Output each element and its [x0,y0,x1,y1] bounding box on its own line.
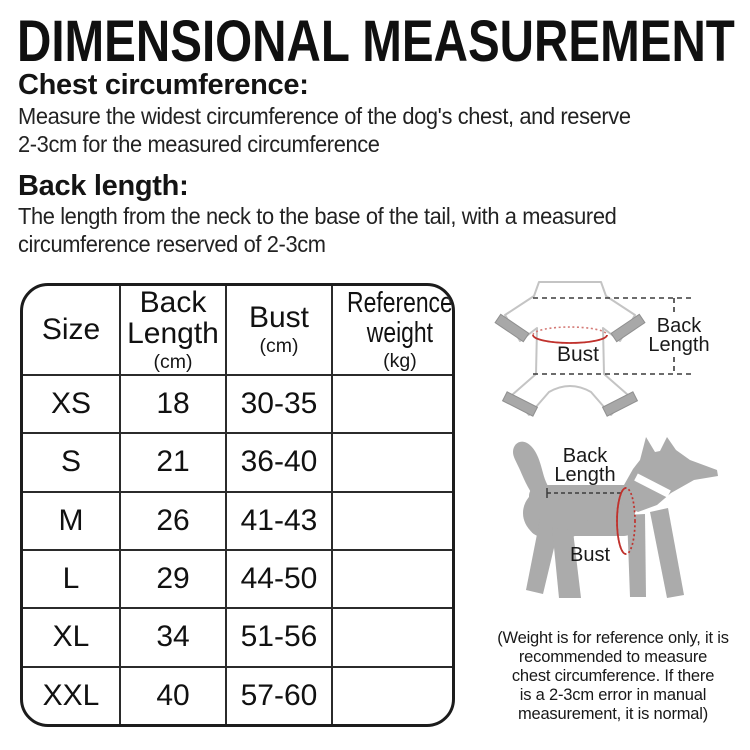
header-label-back-length: Back Length [127,285,219,350]
back-section-text-line2: circumference reserved of 2-3cm [18,231,326,257]
table-cell-weight-xs [331,374,452,433]
header-unit-reference-weight: (kg) [383,349,417,372]
weight-reference-note: (Weight is for reference only, it is rec… [470,629,750,724]
garment-cuff-rear-left [501,391,539,417]
dog-front-leg-far [627,514,646,597]
garment-cuff-rear-right [601,391,639,417]
table-cell-size-l: L [23,548,119,607]
note-line: measurement, it is normal) [517,705,709,723]
chest-section-heading: Chest circumference: [18,69,309,101]
table-cell-size-xs: XS [23,374,119,432]
table-cell-back-length-s: 21 [119,432,225,491]
measurement-diagrams: Back Length Bust Back [494,281,718,598]
note-line: is a 2-3cm error in manual [519,686,707,704]
table-cell-back-length-xxl: 40 [119,665,225,724]
table-cell-weight-l [331,548,452,608]
table-cell-bust-xl: 51-56 [225,607,331,666]
table-cell-size-xxl: XXL [23,665,119,724]
dog-rear-leg-near [552,527,581,598]
table-cell-bust-l: 44-50 [225,548,331,608]
garment-cuff-front-left [494,313,530,343]
garment-back-length-label-line2: Length [648,334,709,356]
dog-back-length-label-line2: Length [554,464,615,486]
garment-bust-ellipse-solid [532,334,608,344]
table-cell-weight-xxl [331,665,452,724]
table-cell-bust-s: 36-40 [225,432,331,491]
table-cell-bust-m: 41-43 [225,490,331,549]
table-cell-bust-xs: 30-35 [225,374,331,433]
back-section-heading: Back length: [18,170,189,202]
header-label-reference-weight: Reference weight [347,286,453,349]
garment-cuff-front-right [610,313,646,343]
dog-collar [634,473,671,498]
dog-rear-leg-far [526,519,559,594]
dog-back-length-label-line1: Back [563,445,608,467]
table-cell-back-length-l: 29 [119,548,225,608]
dog-silhouette-diagram: Back Length Bust [513,437,718,598]
table-cell-back-length-xl: 34 [119,607,225,666]
table-header-reference-weight: Reference weight (kg) [331,286,453,374]
table-cell-size-m: M [23,490,119,549]
dog-bust-ellipse-solid [616,487,627,555]
header-unit-bust: (cm) [259,335,299,358]
table-cell-weight-s [331,432,452,491]
table-cell-back-length-m: 26 [119,490,225,549]
page-title: DIMENSIONAL MEASUREMENT [17,9,735,74]
table-cell-back-length-xs: 18 [119,374,225,433]
chest-section-text-line1: Measure the widest circumference of the … [18,103,631,129]
note-line: chest circumference. If there [511,667,715,685]
chest-section-text-line2: 2-3cm for the measured circumference [18,131,380,157]
size-table: Size Back Length (cm) Bust (cm) Referenc… [20,283,455,727]
header-label-bust: Bust [248,301,310,335]
dog-bust-label: Bust [570,544,610,566]
note-line: recommended to measure [518,648,708,666]
header-label-size: Size [41,313,101,347]
table-header-back-length: Back Length (cm) [119,286,225,374]
header-unit-back-length: (cm) [153,350,193,373]
note-line: (Weight is for reference only, it is [497,629,729,647]
table-cell-weight-m [331,490,452,549]
garment-bust-label: Bust [557,343,599,366]
garment-top-view-diagram: Back Length Bust [494,281,710,417]
dog-front-leg-near [650,508,684,598]
table-cell-size-s: S [23,432,119,490]
garment-back-length-label-line1: Back [657,315,702,337]
table-cell-size-xl: XL [23,607,119,665]
back-section-text-line1: The length from the neck to the base of … [18,203,617,229]
table-cell-weight-xl [331,607,452,666]
table-cell-bust-xxl: 57-60 [225,665,331,724]
table-header-bust: Bust (cm) [225,286,331,374]
dog-head [615,437,718,512]
table-header-size: Size [23,286,119,374]
